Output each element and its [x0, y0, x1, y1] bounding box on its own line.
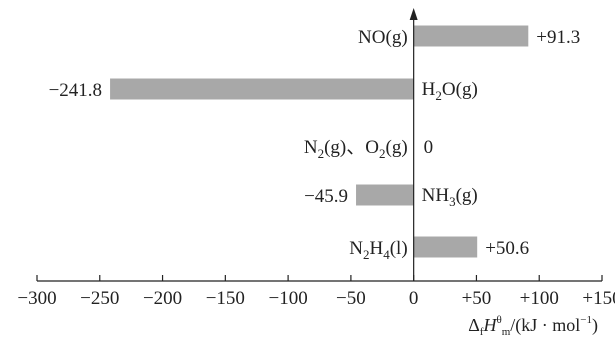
bars-group	[110, 25, 529, 258]
y-axis-arrow	[409, 8, 418, 20]
x-tick-label: −200	[143, 288, 182, 309]
x-tick-label: 0	[409, 288, 419, 309]
x-tick-label: −100	[269, 288, 308, 309]
x-tick-label: −150	[206, 288, 245, 309]
category-label: H2O(g)	[422, 79, 478, 103]
labels-group: NO(g) H2O(g) N2(g)、O2(g) NH3(g) N2H4(l) +91.3…	[49, 27, 598, 338]
category-label: N2H4(l)	[349, 238, 407, 262]
value-label: −45.9	[304, 186, 348, 207]
value-label: +91.3	[536, 27, 580, 48]
x-axis-title: ΔfHθm/(kJ · mol−1)	[468, 314, 598, 338]
x-tick-label: −300	[17, 288, 56, 309]
category-label: N2(g)、O2(g)	[304, 137, 408, 161]
x-tick-label: +150	[582, 288, 615, 309]
x-tick-label: +100	[520, 288, 559, 309]
bar-4	[356, 184, 414, 206]
bar-1	[413, 25, 529, 47]
value-label: 0	[424, 137, 434, 158]
value-label: −241.8	[49, 80, 102, 101]
category-label: NO(g)	[358, 27, 408, 48]
x-tick-label: +50	[462, 288, 492, 309]
x-tick-label: −50	[336, 288, 366, 309]
value-label: +50.6	[485, 238, 529, 259]
bar-5	[413, 236, 478, 258]
bar-2	[110, 78, 414, 100]
axes-group: −300 −250 −200 −150 −100 −50 0 +50 +100 +150	[17, 8, 615, 309]
category-label: NH3(g)	[422, 185, 478, 209]
x-tick-label: −250	[80, 288, 119, 309]
